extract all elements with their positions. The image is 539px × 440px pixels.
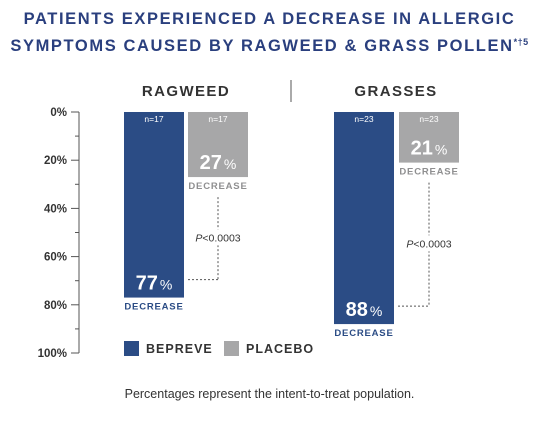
comparison-label-bg (401, 235, 457, 252)
comparison-label-bg (190, 229, 246, 246)
bar-chart: 0% 20% 40% 60% 80% 100% RAGWEED GRASSES n=17 n=17… (38, 80, 459, 360)
n-label-bepreve: n=17 (144, 114, 163, 124)
chart-title: PATIENTS EXPERIENCED A DECREASE IN ALLER… (0, 8, 539, 58)
y-tick-label: 60% (44, 252, 67, 264)
bar-placebo (188, 112, 248, 178)
legend-label-placebo: PLACEBO (246, 342, 314, 356)
bar-placebo (399, 112, 459, 163)
chart-title-line-1: PATIENTS EXPERIENCED A DECREASE IN ALLER… (23, 10, 516, 28)
y-tick-label: 20% (44, 155, 67, 167)
chart-title-line-2: SYMPTOMS CAUSED BY RAGWEED & GRASS POLLE… (10, 37, 514, 55)
title-footnote-marks: *†5 (513, 37, 529, 47)
y-tick-label: 0% (50, 107, 67, 119)
y-tick-label: 80% (44, 300, 67, 312)
sublabel-bepreve: DECREASE (334, 328, 393, 339)
sublabel-placebo: DECREASE (188, 181, 247, 192)
bar-bepreve (334, 112, 394, 325)
legend-swatch-bepreve (124, 341, 139, 356)
n-label-placebo: n=17 (208, 114, 227, 124)
comparison-p-value: P<0.0003 (406, 238, 451, 250)
legend-label-bepreve: BEPREVE (146, 342, 213, 356)
comparison-p-value: P<0.0003 (195, 232, 240, 244)
value-label-bepreve: 77% (136, 273, 173, 295)
n-label-placebo: n=23 (419, 114, 438, 124)
n-label-bepreve: n=23 (354, 114, 373, 124)
value-label-placebo: 27% (200, 152, 237, 174)
category-label: RAGWEED (142, 83, 230, 100)
value-label-placebo: 21% (411, 138, 448, 160)
sublabel-bepreve: DECREASE (124, 302, 183, 313)
legend-swatch-placebo (224, 341, 239, 356)
value-label-bepreve: 88% (346, 299, 383, 321)
category-label: GRASSES (354, 83, 437, 100)
y-tick-label: 100% (38, 348, 67, 360)
footnote: Percentages represent the intent-to-trea… (124, 387, 415, 401)
sublabel-placebo: DECREASE (399, 167, 458, 178)
y-tick-label: 40% (44, 203, 67, 215)
bar-bepreve (124, 112, 184, 298)
